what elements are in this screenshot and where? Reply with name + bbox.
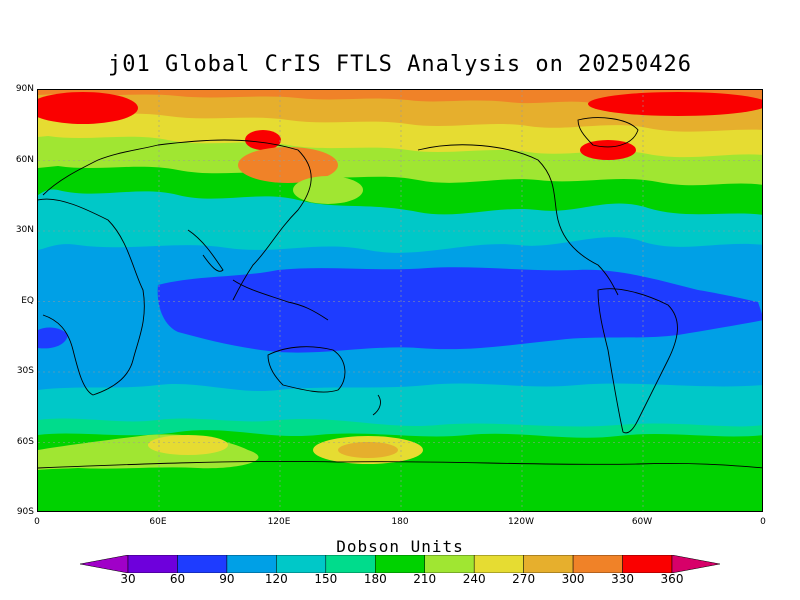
colorbar-level-label: 90 [219,572,235,586]
lat-label-90n: 90N [15,84,34,94]
colorbar-level-label: 270 [512,572,536,586]
band-south-polar [38,468,762,511]
colorbar [80,555,720,573]
coast-south-america [597,288,678,434]
colorbar-level-label: 60 [169,572,186,586]
lon-label-0-west: 0 [34,517,40,527]
lon-label-180: 180 [391,517,409,527]
ozone-map [37,89,763,512]
blob-lime-pacific [293,176,363,204]
lat-label-30s: 30S [16,366,34,376]
graticule [38,90,762,511]
lon-label-60w: 60W [631,517,653,527]
colorbar-level-label: 180 [363,572,387,586]
ozone-field-svg [38,90,762,511]
coast-nz [372,394,381,416]
blob-amber-south [338,442,398,458]
lat-label-60n: 60N [15,155,34,165]
coast-antarctica [38,461,762,469]
coastlines [38,117,762,469]
lat-label-60s: 60S [16,437,34,447]
colorbar-level-label: 210 [413,572,437,586]
blob-red-greenland [580,140,636,160]
blob-red-arctic-east [588,92,762,116]
colorbar-swatch [127,555,178,573]
colorbar-swatch [226,555,277,573]
coast-australia [267,346,346,393]
colorbar-swatch [276,555,327,573]
band-tropical-low-west [38,327,68,349]
colorbar-level-label: 120 [264,572,288,586]
coast-seasia [232,279,329,321]
colorbar-swatch [622,555,673,573]
colorbar-swatch [177,555,228,573]
colorbar-title: Dobson Units [336,537,464,556]
colorbar-level-label: 30 [120,572,136,586]
lat-label-30n: 30N [15,225,34,235]
coast-greenland [577,117,639,148]
colorbar-swatch [572,555,623,573]
blob-yellow-south-1 [148,435,228,455]
band-north-orange [38,90,762,109]
lat-label-90s: 90S [16,507,34,517]
colorbar-swatch [325,555,376,573]
colorbar-arrow-high [671,555,720,573]
map-title: j01 Global CrIS FTLS Analysis on 2025042… [107,52,693,77]
colorbar-swatch [473,555,524,573]
colorbar-arrow-low [80,555,129,573]
coast-europe [42,144,159,196]
colorbar-swatch [523,555,574,573]
lon-label-120w: 120W [507,517,535,527]
lat-label-eq: EQ [21,296,34,306]
lon-label-60e: 60E [149,517,167,527]
colorbar-level-label: 360 [660,572,684,586]
coast-asia [157,139,312,301]
colorbar-level-label: 240 [462,572,486,586]
colorbar-swatch [424,555,475,573]
blob-red-siberia [245,130,281,150]
colorbar-swatch [375,555,425,573]
lon-label-120e: 120E [267,517,291,527]
lon-label-0-east: 0 [760,517,766,527]
coast-north-america [417,144,619,296]
colorbar-level-label: 330 [611,572,634,586]
coast-india [187,229,224,272]
blob-red-arctic-west [38,92,138,124]
coast-africa [38,198,145,396]
blob-orange-pacific [238,147,338,183]
colorbar-level-label: 150 [314,572,338,586]
colorbar-level-label: 300 [561,572,585,586]
